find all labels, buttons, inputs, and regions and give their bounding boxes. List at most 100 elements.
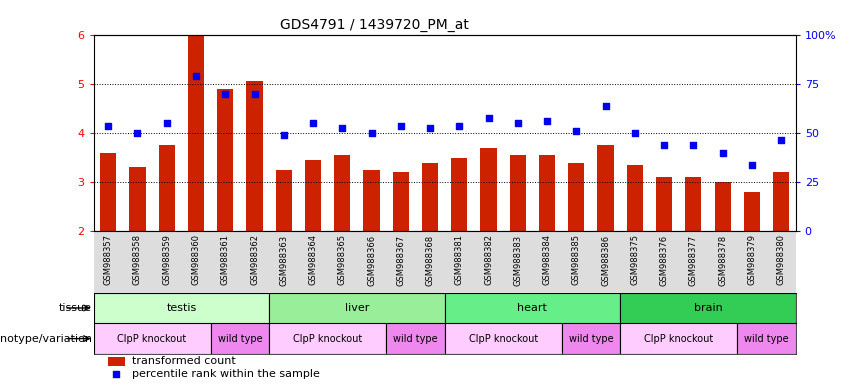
Bar [444, 293, 620, 323]
Bar [158, 145, 174, 232]
Text: GSM988385: GSM988385 [572, 235, 580, 285]
Bar [188, 35, 204, 232]
Text: heart: heart [517, 303, 547, 313]
Text: GSM988357: GSM988357 [104, 235, 112, 285]
Point [569, 127, 583, 134]
Bar [444, 323, 562, 354]
Point [774, 137, 788, 144]
Bar [392, 172, 408, 232]
Bar [597, 145, 614, 232]
Text: genotype/variation: genotype/variation [0, 334, 92, 344]
Bar [94, 323, 211, 354]
Text: GSM988379: GSM988379 [747, 235, 757, 285]
Text: GSM988364: GSM988364 [309, 235, 317, 285]
Bar [562, 323, 620, 354]
Text: liver: liver [345, 303, 369, 313]
Point [394, 122, 408, 129]
Bar [305, 160, 321, 232]
Point [131, 130, 145, 136]
Text: GSM988358: GSM988358 [133, 235, 142, 285]
Text: GSM988377: GSM988377 [688, 235, 698, 286]
Bar [269, 293, 445, 323]
Bar [539, 155, 555, 232]
Text: percentile rank within the sample: percentile rank within the sample [132, 369, 320, 379]
Bar [107, 356, 125, 366]
Point [189, 73, 203, 79]
Text: GSM988362: GSM988362 [250, 235, 259, 285]
Point [599, 103, 613, 109]
Bar [481, 148, 497, 232]
Text: GSM988360: GSM988360 [191, 235, 201, 285]
Bar [247, 81, 263, 232]
Point [628, 130, 642, 136]
Bar [656, 177, 672, 232]
Point [657, 142, 671, 148]
Point [745, 162, 758, 168]
Text: GSM988366: GSM988366 [367, 235, 376, 286]
Text: GSM988376: GSM988376 [660, 235, 669, 286]
Text: ClpP knockout: ClpP knockout [644, 334, 713, 344]
Bar [129, 167, 146, 232]
Bar [217, 89, 233, 232]
Bar [363, 170, 380, 232]
Point [277, 132, 290, 139]
Bar [626, 165, 643, 232]
Text: GSM988383: GSM988383 [513, 235, 523, 286]
Point [482, 115, 495, 121]
Point [687, 142, 700, 148]
Bar [100, 153, 117, 232]
Point [248, 91, 261, 97]
Bar [510, 155, 526, 232]
Text: transformed count: transformed count [132, 356, 236, 366]
Text: GSM988378: GSM988378 [718, 235, 727, 286]
Bar [422, 162, 438, 232]
Bar [568, 162, 585, 232]
Title: GDS4791 / 1439720_PM_at: GDS4791 / 1439720_PM_at [280, 18, 469, 32]
Point [453, 122, 466, 129]
Point [219, 91, 232, 97]
Text: wild type: wild type [218, 334, 262, 344]
Bar [386, 323, 445, 354]
Text: GSM988367: GSM988367 [397, 235, 405, 286]
Text: ClpP knockout: ClpP knockout [293, 334, 363, 344]
Point [110, 371, 123, 377]
Text: GSM988382: GSM988382 [484, 235, 493, 285]
Text: wild type: wild type [744, 334, 789, 344]
Text: ClpP knockout: ClpP knockout [469, 334, 538, 344]
Point [335, 125, 349, 131]
Bar [685, 177, 701, 232]
Text: brain: brain [694, 303, 722, 313]
Text: GSM988375: GSM988375 [631, 235, 639, 285]
Bar [94, 293, 269, 323]
Bar [620, 323, 737, 354]
Bar [715, 182, 731, 232]
Text: GSM988359: GSM988359 [163, 235, 171, 285]
Point [160, 120, 174, 126]
Text: wild type: wild type [393, 334, 437, 344]
Point [511, 120, 524, 126]
Point [306, 120, 320, 126]
Text: GSM988380: GSM988380 [777, 235, 785, 285]
Text: wild type: wild type [568, 334, 614, 344]
Bar [620, 293, 796, 323]
Text: testis: testis [166, 303, 197, 313]
Text: GSM988363: GSM988363 [279, 235, 288, 286]
Text: ClpP knockout: ClpP knockout [117, 334, 186, 344]
Point [423, 125, 437, 131]
Point [365, 130, 379, 136]
Point [101, 122, 115, 129]
Bar [773, 172, 789, 232]
Text: GSM988368: GSM988368 [426, 235, 435, 286]
Point [540, 118, 554, 124]
Text: GSM988361: GSM988361 [220, 235, 230, 285]
Bar [737, 323, 796, 354]
Point [716, 150, 729, 156]
Bar [334, 155, 351, 232]
Bar [744, 192, 760, 232]
Bar [211, 323, 269, 354]
Bar [276, 170, 292, 232]
Text: GSM988386: GSM988386 [601, 235, 610, 286]
Bar [269, 323, 386, 354]
Text: GSM988381: GSM988381 [454, 235, 464, 285]
Text: tissue: tissue [60, 303, 92, 313]
